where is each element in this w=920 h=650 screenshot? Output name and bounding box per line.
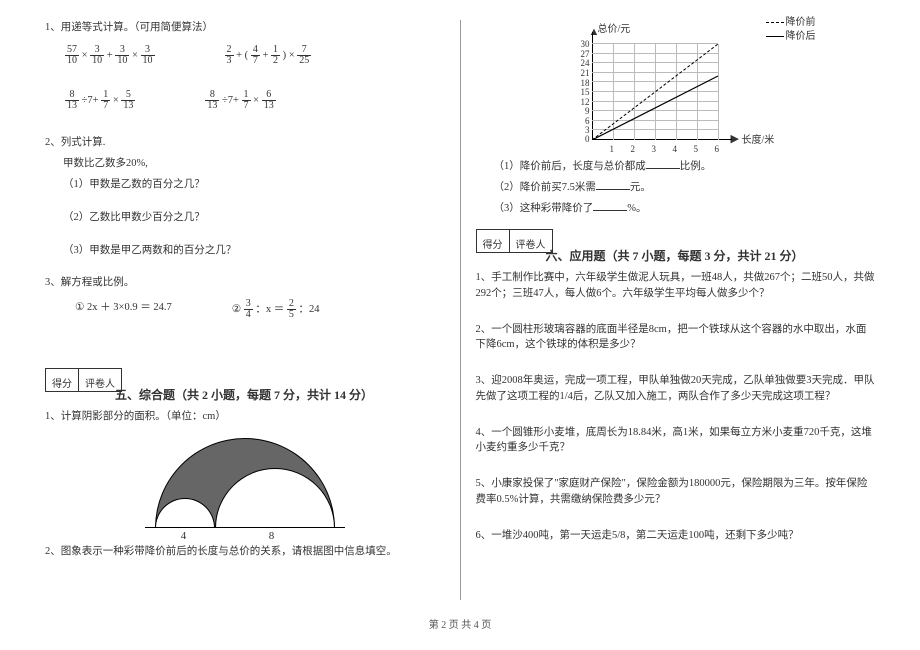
s6-q3: 3、迎2008年奥运，完成一项工程，甲队单独做20天完成，乙队单独做要3天完成．… [476, 373, 876, 405]
s6-q6: 6、一堆沙400吨，第一天运走5/8，第二天运走100吨，还剩下多少吨？ [476, 528, 876, 544]
eq2b: 813 ÷7+ 17 × 613 [205, 90, 275, 111]
arrow-right-icon: ▶ [731, 132, 739, 145]
q3-e2: ② 34 ：x ＝ 25 ：24 [232, 299, 320, 320]
q2-s2: （2）乙数比甲数少百分之几？ [63, 209, 445, 224]
chart-q1: （1）降价前后，长度与总价都成比例。 [494, 158, 876, 173]
chart-q2: （2）降价前买7.5米需元。 [494, 179, 876, 194]
q2-s3: （3）甲数是甲乙两数和的百分之几？ [63, 242, 445, 257]
chart-q3: （3）这种彩带降价了%。 [494, 200, 876, 215]
figure-label-8: 8 [269, 530, 275, 542]
chart-lines [592, 40, 722, 140]
q2-stem: 2、列式计算. [45, 135, 445, 151]
eq1a: 5710 × 310 + 310 × 310 [65, 45, 155, 66]
arrow-up-icon: ▲ [589, 26, 600, 38]
q2-line1: 甲数比乙数多20%, [63, 155, 445, 170]
section6-title: 六、应用题（共 7 小题，每题 3 分，共计 21 分） [546, 247, 876, 264]
q3-stem: 3、解方程或比例。 [45, 275, 445, 292]
score-box-6: 得分 评卷人 [476, 229, 553, 253]
score-label: 得分 [477, 230, 510, 252]
page-footer: 第 2 页 共 4 页 [0, 610, 920, 631]
eq1b: 23 + ( 47 + 12 ) × 725 [225, 45, 312, 66]
x-axis-label: 长度/米 [742, 131, 775, 146]
shaded-figure: 4 8 [145, 431, 345, 536]
q1-row2: 813 ÷7+ 17 × 513 813 ÷7+ 17 × 613 [65, 90, 445, 111]
q1-stem: 1、用递等式计算。（可用简便算法） [45, 20, 445, 37]
s5-q2: 2、图象表示一种彩带降价前后的长度与总价的关系，请根据图中信息填空。 [45, 544, 445, 560]
s6-q2: 2、一个圆柱形玻璃容器的底面半径是8cm，把一个铁球从这个容器的水中取出，水面下… [476, 322, 876, 354]
q3-row: ① 2x ＋ 3×0.9 ＝ 24.7 ② 34 ：x ＝ 25 ：24 [75, 299, 445, 320]
score-box-5: 得分 评卷人 [45, 368, 122, 392]
chart-legend: 降价前 降价后 [766, 16, 816, 44]
s6-q4: 4、一个圆锥形小麦堆，底周长为18.84米，高1米，如果每立方米小麦重720千克… [476, 425, 876, 457]
figure-label-4: 4 [181, 530, 187, 542]
page: 1、用递等式计算。（可用简便算法） 5710 × 310 + 310 × 310… [0, 0, 920, 610]
eq2a: 813 ÷7+ 17 × 513 [65, 90, 135, 111]
section5-title: 五、综合题（共 2 小题，每题 7 分，共计 14 分） [115, 386, 445, 403]
right-column: 降价前 降价后 总价/元 长度/米 ▲ ▶ 0 3 6 9 12 15 18 2… [461, 20, 891, 600]
s6-q1: 1、手工制作比赛中，六年级学生做泥人玩具，一班48人，共做267个；二班50人，… [476, 270, 876, 302]
left-column: 1、用递等式计算。（可用简便算法） 5710 × 310 + 310 × 310… [30, 20, 461, 600]
y-axis-label: 总价/元 [598, 20, 631, 35]
s5-q1: 1、计算阴影部分的面积。（单位：cm） [45, 409, 445, 425]
q2-s1: （1）甲数是乙数的百分之几？ [63, 176, 445, 191]
q3-e1: ① 2x ＋ 3×0.9 ＝ 24.7 [75, 299, 172, 320]
q1-row1: 5710 × 310 + 310 × 310 23 + ( 47 + 12 ) … [65, 45, 445, 66]
score-label: 得分 [46, 369, 79, 391]
s6-q5: 5、小康家投保了"家庭财产保险"，保险金额为180000元，保险期限为三年。按年… [476, 476, 876, 508]
price-chart: 降价前 降价后 总价/元 长度/米 ▲ ▶ 0 3 6 9 12 15 18 2… [566, 20, 786, 150]
